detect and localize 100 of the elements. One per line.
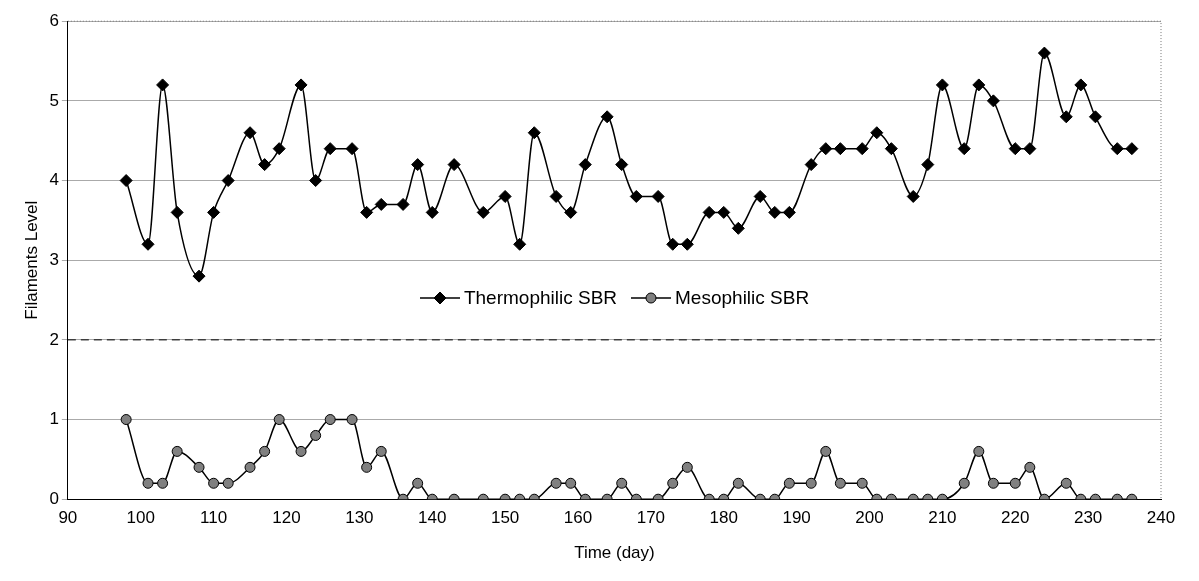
point: [958, 477, 970, 489]
point: [820, 445, 832, 457]
point: [345, 142, 359, 156]
x-tick-label: 90: [58, 508, 78, 528]
point: [447, 158, 461, 172]
point: [856, 477, 868, 489]
point: [906, 189, 920, 203]
point: [243, 126, 257, 140]
point: [309, 174, 323, 188]
point: [396, 197, 410, 211]
point: [805, 477, 817, 489]
point: [731, 221, 745, 235]
point: [193, 461, 205, 473]
point: [258, 158, 272, 172]
point: [616, 477, 628, 489]
x-tick-label: 150: [490, 508, 520, 528]
point: [782, 205, 796, 219]
point: [272, 142, 286, 156]
point: [425, 205, 439, 219]
point: [120, 414, 132, 426]
point: [119, 174, 133, 188]
point: [987, 477, 999, 489]
point: [681, 461, 693, 473]
point: [171, 445, 183, 457]
point: [244, 461, 256, 473]
point: [973, 445, 985, 457]
x-tick-label: 100: [126, 508, 155, 528]
point: [375, 445, 387, 457]
point: [565, 477, 577, 489]
point: [550, 477, 562, 489]
point: [870, 126, 884, 140]
x-axis-title: Time (day): [574, 543, 655, 563]
point: [819, 142, 833, 156]
x-tick-label: 170: [636, 508, 666, 528]
x-tick-label: 200: [855, 508, 884, 528]
point: [549, 189, 563, 203]
point: [578, 158, 592, 172]
point: [855, 142, 869, 156]
point: [600, 110, 614, 124]
point: [1060, 477, 1072, 489]
point: [513, 237, 527, 251]
y-tick-label: 2: [49, 329, 59, 349]
y-tick-label: 4: [49, 170, 59, 190]
point: [295, 445, 307, 457]
point: [324, 414, 336, 426]
point: [768, 205, 782, 219]
point: [804, 158, 818, 172]
x-tick-label: 130: [345, 508, 374, 528]
point: [142, 477, 154, 489]
x-tick-label: 230: [1073, 508, 1103, 528]
point: [783, 477, 795, 489]
point: [615, 158, 629, 172]
point: [935, 78, 949, 92]
point: [192, 269, 206, 283]
x-tick-label: 220: [1001, 508, 1030, 528]
point: [753, 189, 767, 203]
point: [170, 205, 184, 219]
y-tick-label: 3: [49, 249, 59, 269]
point: [222, 477, 234, 489]
x-tick-label: 160: [563, 508, 593, 528]
point: [1023, 142, 1037, 156]
point: [273, 414, 285, 426]
point: [259, 445, 271, 457]
point: [221, 174, 235, 188]
point: [717, 205, 731, 219]
point: [884, 142, 898, 156]
x-tick-label: 140: [418, 508, 447, 528]
point: [972, 78, 986, 92]
point: [323, 142, 337, 156]
point: [1125, 142, 1139, 156]
point: [157, 477, 169, 489]
y-tick-label: 1: [49, 409, 59, 429]
point: [957, 142, 971, 156]
point: [702, 205, 716, 219]
x-tick-label: 210: [928, 508, 957, 528]
point: [1024, 461, 1036, 473]
point: [360, 205, 374, 219]
point: [680, 237, 694, 251]
point: [361, 461, 373, 473]
point: [1009, 477, 1021, 489]
point: [1088, 110, 1102, 124]
point: [1074, 78, 1088, 92]
point: [564, 205, 578, 219]
point: [834, 477, 846, 489]
point: [651, 189, 665, 203]
point: [412, 477, 424, 489]
point: [667, 477, 679, 489]
x-tick-label: 120: [272, 508, 301, 528]
point: [346, 414, 358, 426]
y-tick-label: 0: [49, 488, 59, 508]
point: [1059, 110, 1073, 124]
x-tick-label: 110: [200, 508, 228, 528]
point: [666, 237, 680, 251]
point: [833, 142, 847, 156]
y-axis-title: Filaments Level: [21, 200, 41, 320]
point: [629, 189, 643, 203]
legend-label: Mesophilic SBR: [675, 287, 810, 310]
point: [1008, 142, 1022, 156]
point: [732, 477, 744, 489]
point: [476, 205, 490, 219]
